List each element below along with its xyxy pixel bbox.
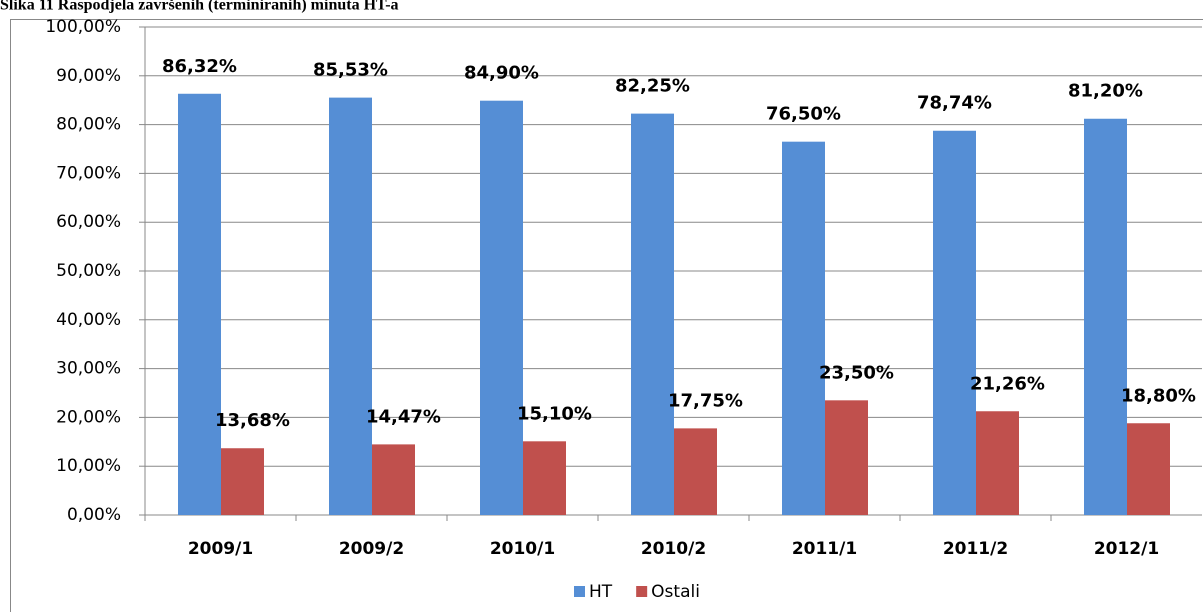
x-tick-label: 2010/2 bbox=[641, 539, 706, 559]
legend-label: Ostali bbox=[651, 582, 700, 602]
y-tick-label: 10,00% bbox=[56, 456, 121, 476]
bar bbox=[782, 141, 825, 515]
legend-swatch bbox=[574, 586, 585, 597]
bar bbox=[178, 93, 221, 516]
y-tick-label: 90,00% bbox=[56, 66, 121, 86]
y-tick-label: 20,00% bbox=[56, 407, 121, 427]
legend-swatch bbox=[636, 586, 648, 597]
value-label: 21,26% bbox=[970, 373, 1045, 394]
chart-title: Slika 11 Raspodjela završenih (terminira… bbox=[0, 0, 399, 14]
value-label: 23,50% bbox=[819, 362, 894, 383]
bar bbox=[523, 441, 566, 515]
y-tick-label: 30,00% bbox=[56, 359, 121, 379]
value-label: 86,32% bbox=[162, 56, 237, 77]
bar bbox=[1127, 423, 1170, 515]
value-label: 17,75% bbox=[668, 390, 743, 411]
x-tick-label: 2011/2 bbox=[943, 539, 1008, 559]
x-tick-label: 2011/1 bbox=[792, 539, 857, 559]
value-label: 14,47% bbox=[366, 406, 441, 427]
y-tick-label: 80,00% bbox=[56, 115, 121, 135]
value-label: 84,90% bbox=[464, 63, 539, 84]
value-label: 76,50% bbox=[766, 104, 841, 125]
y-tick-label: 0,00% bbox=[67, 505, 121, 525]
x-tick-label: 2009/2 bbox=[339, 539, 404, 559]
value-label: 18,80% bbox=[1121, 385, 1196, 406]
bar bbox=[674, 428, 717, 515]
value-label: 13,68% bbox=[215, 410, 290, 431]
bar bbox=[933, 130, 976, 516]
y-tick-label: 40,00% bbox=[56, 310, 121, 330]
bar bbox=[1084, 118, 1127, 515]
value-label: 15,10% bbox=[517, 403, 592, 424]
bar bbox=[372, 444, 415, 515]
bar bbox=[976, 411, 1019, 515]
y-tick-label: 100,00% bbox=[45, 17, 121, 37]
y-tick-label: 70,00% bbox=[56, 163, 121, 183]
x-tick-label: 2012/1 bbox=[1094, 539, 1159, 559]
bar bbox=[221, 448, 264, 515]
x-tick-label: 2010/1 bbox=[490, 539, 555, 559]
x-tick-label: 2009/1 bbox=[188, 539, 253, 559]
y-tick-label: 50,00% bbox=[56, 261, 121, 281]
bar bbox=[329, 97, 372, 516]
y-tick-label: 60,00% bbox=[56, 212, 121, 232]
value-label: 78,74% bbox=[917, 93, 992, 114]
bar bbox=[631, 113, 674, 516]
legend-label: HT bbox=[589, 582, 613, 602]
value-label: 81,20% bbox=[1068, 81, 1143, 102]
value-label: 85,53% bbox=[313, 60, 388, 81]
value-label: 82,25% bbox=[615, 76, 690, 97]
bar bbox=[825, 400, 868, 515]
bar bbox=[480, 100, 523, 516]
